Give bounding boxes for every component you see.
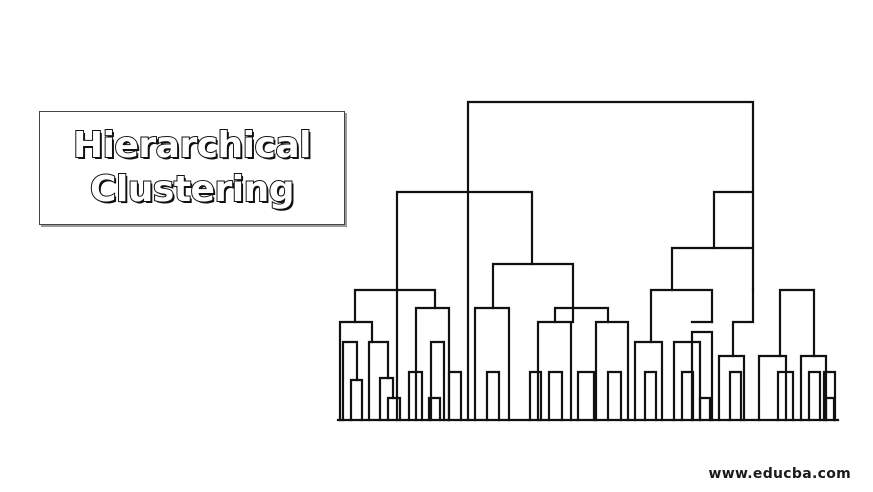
dendrogram-link-left-b3 [427, 396, 442, 422]
dendrogram-link-left-main [395, 190, 534, 422]
dendrogram-link-right-a8 [698, 396, 712, 422]
dendrogram-link-left-a5 [378, 376, 395, 422]
dendrogram-link-mid-b [553, 306, 610, 324]
dendrogram-link-mid-b3 [547, 370, 564, 422]
dendrogram-link-right-c4 [807, 370, 822, 422]
dendrogram-link-right-a7 [690, 330, 714, 422]
dendrogram-link-mid-c1 [576, 370, 596, 422]
dendrogram-link-mid-b2 [528, 370, 543, 422]
dendrogram-link-right-c2 [776, 370, 795, 422]
dendrogram-root-link [466, 100, 755, 422]
dendrogram-link-right-c5 [822, 370, 837, 422]
dendrogram-link-left-b4 [447, 370, 463, 422]
title-line-2: Clustering [89, 168, 295, 211]
title-box: Hierarchical Clustering [39, 111, 345, 225]
dendrogram-link-left-b [414, 306, 451, 422]
dendrogram-link-mid-a [473, 306, 511, 422]
dendrogram-link-left-b1 [407, 370, 424, 422]
dendrogram-link-mid [491, 262, 575, 324]
dendrogram-link-right-a5 [672, 340, 702, 422]
watermark-url: www.educba.com [708, 466, 851, 482]
dendrogram-link-right-main [712, 190, 755, 250]
dendrogram-link-right-b1 [717, 354, 746, 422]
dendrogram-link-mid-c2 [606, 370, 623, 422]
dendrogram-link-right-c1 [757, 354, 788, 422]
dendrogram-link-right-a [670, 246, 755, 292]
dendrogram-link-left-a3 [367, 340, 390, 422]
dendrogram-link-left-a6 [386, 396, 402, 422]
dendrogram-link-right-c [778, 288, 816, 358]
dendrogram-link-right-b [731, 288, 755, 358]
dendrogram-link-left-b2 [429, 340, 446, 422]
dendrogram-link-right-b2 [728, 370, 743, 422]
dendrogram-link-right-a2 [633, 340, 664, 422]
dendrogram-link-right-c3 [799, 354, 828, 422]
dendrogram-link-mid-c [594, 320, 630, 422]
dendrogram-link-right-c6 [824, 396, 836, 422]
dendrogram-link-right-a3 [643, 370, 658, 422]
dendrogram-link-mid-a1 [485, 370, 501, 422]
dendrogram-link-right-a1 [649, 288, 714, 344]
dendrogram-link-left-a2 [341, 340, 359, 422]
dendrogram-link-left-a [353, 288, 437, 324]
dendrogram-link-left-a1 [338, 320, 374, 422]
title-line-1: Hierarchical [72, 124, 312, 167]
dendrogram-link-left-a4 [349, 378, 364, 422]
